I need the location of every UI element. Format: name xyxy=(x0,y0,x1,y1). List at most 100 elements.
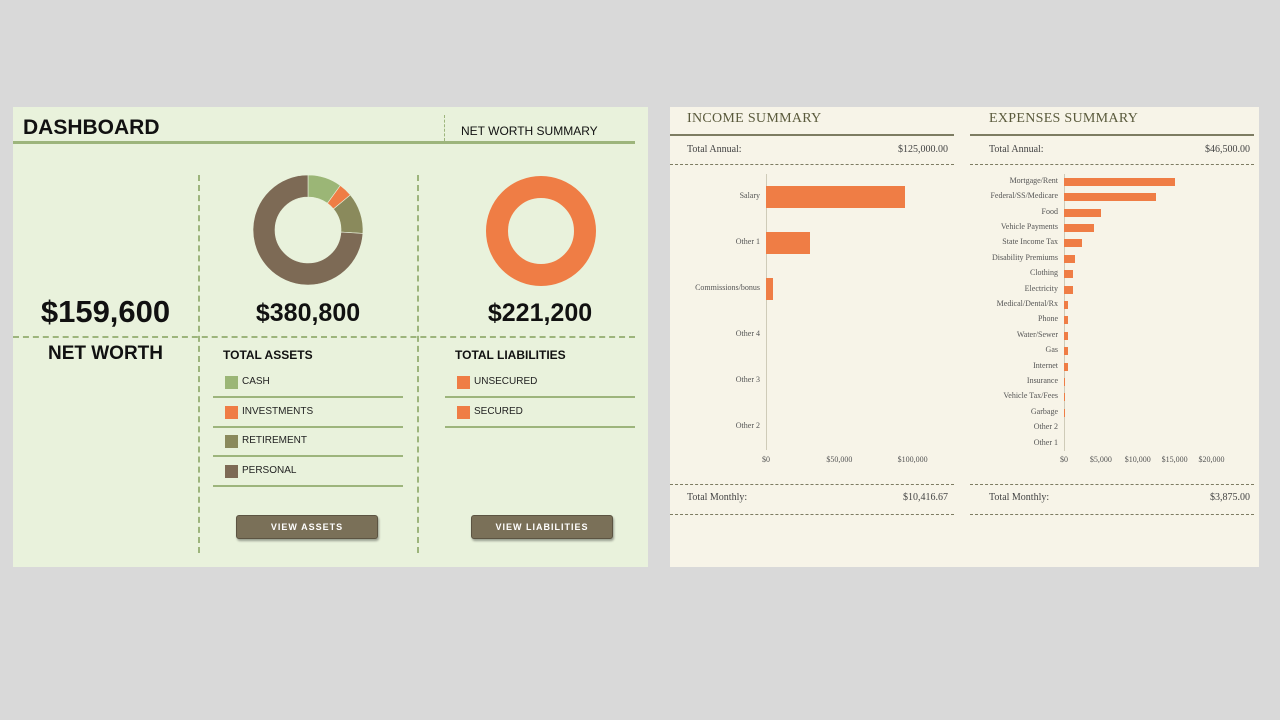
investments-swatch xyxy=(225,406,238,419)
income-annual-rule xyxy=(670,164,954,165)
bar-phone xyxy=(1064,316,1069,325)
legend-item-investments: INVESTMENTS xyxy=(213,399,403,428)
expenses-summary: EXPENSES SUMMARY Total Annual: $46,500.0… xyxy=(970,107,1254,567)
bar-federal-ss-medicare xyxy=(1064,193,1157,202)
bar-garbage xyxy=(1064,408,1065,417)
income-total-annual-value: $125,000.00 xyxy=(898,144,948,155)
income-summary-title: INCOME SUMMARY xyxy=(687,111,822,126)
category-label: Other 1 xyxy=(735,237,760,246)
category-label: Other 4 xyxy=(735,329,760,338)
income-monthly-rule-top xyxy=(670,484,954,485)
category-label: Mortgage/Rent xyxy=(1009,175,1058,185)
tick-label: $10,000 xyxy=(1124,455,1151,464)
secured-swatch xyxy=(457,406,470,419)
category-label: Medical/Dental/Rx xyxy=(996,298,1058,308)
tick-label: $0 xyxy=(762,455,770,464)
net-worth-value: $159,600 xyxy=(40,294,171,329)
income-monthly-rule-bottom xyxy=(670,514,954,515)
income-bar-chart: Salary Other 1 Commissions/bonus Other 4 Oth… xyxy=(670,169,954,479)
expenses-total-monthly-value: $3,875.00 xyxy=(1210,492,1250,503)
unsecured-swatch xyxy=(457,376,470,389)
bar-gas xyxy=(1064,347,1069,356)
legend-item-personal: PERSONAL xyxy=(213,458,403,487)
bar-commissions-bonus xyxy=(766,278,774,300)
liabilities-slice-unsecured xyxy=(486,176,596,286)
category-label: Vehicle Payments xyxy=(1000,221,1058,231)
column-divider-2 xyxy=(417,175,419,553)
category-axis-line xyxy=(766,174,767,450)
expenses-bar-chart: Mortgage/Rent Federal/SS/Medicare Food Vehi… xyxy=(970,169,1254,479)
category-label: Water/Sewer xyxy=(1016,329,1058,339)
category-label: Vehicle Tax/Fees xyxy=(1003,391,1058,401)
income-summary: INCOME SUMMARY Total Annual: $125,000.00… xyxy=(670,107,954,567)
income-total-monthly-label: Total Monthly: xyxy=(687,492,748,503)
income-title-rule xyxy=(670,134,954,136)
tick-label: $20,000 xyxy=(1198,455,1225,464)
total-liabilities-label: TOTAL LIABILITIES xyxy=(455,348,566,362)
legend-item-unsecured: UNSECURED xyxy=(445,369,635,398)
expenses-total-annual-label: Total Annual: xyxy=(989,144,1044,155)
bar-medical-dental-rx xyxy=(1064,300,1069,309)
total-liabilities-value: $221,200 xyxy=(487,299,593,327)
dashboard-title: DASHBOARD xyxy=(23,116,160,139)
category-label: Insurance xyxy=(1026,375,1058,385)
legend-label: CASH xyxy=(242,376,270,387)
expenses-title-rule xyxy=(970,134,1254,136)
bar-food xyxy=(1064,208,1101,217)
category-axis-line xyxy=(1064,174,1065,452)
row-divider xyxy=(13,336,635,338)
legend-label: PERSONAL xyxy=(242,465,297,476)
tick-label: $0 xyxy=(1060,455,1068,464)
personal-swatch xyxy=(225,465,238,478)
view-liabilities-button[interactable]: VIEW LIABILITIES xyxy=(471,515,613,539)
category-label: Electricity xyxy=(1024,283,1058,293)
bar-mortgage-rent xyxy=(1064,177,1175,186)
category-label: Other 3 xyxy=(735,375,760,384)
view-assets-button[interactable]: VIEW ASSETS xyxy=(236,515,378,539)
tick-label: $5,000 xyxy=(1089,455,1112,464)
category-label: Phone xyxy=(1038,314,1058,324)
retirement-swatch xyxy=(225,435,238,448)
expenses-summary-title: EXPENSES SUMMARY xyxy=(989,111,1139,126)
category-label: Salary xyxy=(739,191,760,200)
net-worth-label: NET WORTH xyxy=(47,343,164,364)
legend-label: RETIREMENT xyxy=(242,435,307,446)
bar-electricity xyxy=(1064,285,1073,294)
expenses-monthly-rule-top xyxy=(970,484,1254,485)
bar-vehicle-payments xyxy=(1064,223,1094,232)
tick-label: $50,000 xyxy=(826,455,853,464)
title-rule xyxy=(13,141,635,144)
category-label: Other 1 xyxy=(1033,437,1058,447)
income-total-annual-label: Total Annual: xyxy=(687,144,742,155)
legend-label: UNSECURED xyxy=(474,376,538,387)
legend-item-retirement: RETIREMENT xyxy=(213,428,403,457)
assets-slice-personal xyxy=(252,174,364,286)
category-label: Garbage xyxy=(1030,406,1058,416)
category-label: Food xyxy=(1041,206,1058,216)
category-label: Commissions/bonus xyxy=(695,283,760,292)
bar-insurance xyxy=(1064,377,1066,386)
expenses-annual-rule xyxy=(970,164,1254,165)
expenses-total-monthly-label: Total Monthly: xyxy=(989,492,1050,503)
legend-item-secured: SECURED xyxy=(445,399,635,428)
tick-label: $100,000 xyxy=(897,455,928,464)
liabilities-donut-chart xyxy=(486,176,596,286)
bar-vehicle-tax-fees xyxy=(1064,393,1066,402)
bar-salary xyxy=(766,186,906,208)
summary-panel: INCOME SUMMARY Total Annual: $125,000.00… xyxy=(670,107,1259,567)
expenses-total-annual-value: $46,500.00 xyxy=(1205,144,1250,155)
category-label: Other 2 xyxy=(735,421,760,430)
column-divider-1 xyxy=(198,175,200,553)
bar-internet xyxy=(1064,362,1069,371)
bar-disability-premiums xyxy=(1064,254,1076,263)
category-label: State Income Tax xyxy=(1002,237,1058,247)
expenses-monthly-rule-bottom xyxy=(970,514,1254,515)
net-worth-summary-heading: NET WORTH SUMMARY xyxy=(461,124,598,138)
legend-label: SECURED xyxy=(474,406,523,417)
cash-swatch xyxy=(225,376,238,389)
total-assets-label: TOTAL ASSETS xyxy=(223,348,313,362)
dashboard-panel: DASHBOARD NET WORTH SUMMARY $159,600 NET… xyxy=(13,107,648,567)
bar-water-sewer xyxy=(1064,331,1069,340)
category-label: Other 2 xyxy=(1033,422,1058,432)
tick-label: $15,000 xyxy=(1161,455,1188,464)
